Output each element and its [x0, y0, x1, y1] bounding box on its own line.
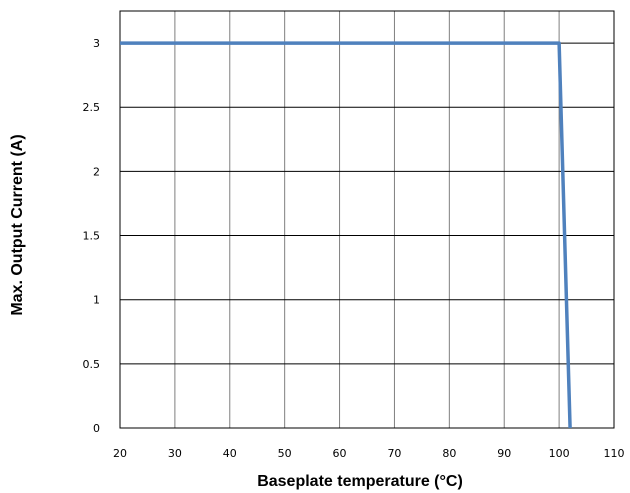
y-tick-label: 1.5	[83, 230, 101, 243]
plot-frame	[119, 10, 615, 429]
y-tick-label: 2	[93, 165, 100, 178]
x-tick-label: 100	[549, 447, 570, 460]
y-tick-label: 0.5	[83, 358, 101, 371]
y-tick-label: 1	[93, 294, 100, 307]
x-tick-label: 30	[168, 447, 182, 460]
x-tick-label: 20	[113, 447, 127, 460]
grid	[119, 11, 615, 429]
x-tick-label: 110	[604, 447, 625, 460]
series-layer	[120, 41, 572, 429]
x-tick-label: 80	[442, 447, 456, 460]
x-tick-label: 70	[387, 447, 401, 460]
x-axis-ticks: 20 30 40 50 60 70 80 90 100 110	[113, 447, 625, 460]
y-tick-label: 0	[93, 422, 100, 435]
y-axis-label: Max. Output Current (A)	[9, 134, 26, 315]
x-tick-label: 60	[333, 447, 347, 460]
x-tick-label: 90	[497, 447, 511, 460]
y-tick-label: 2.5	[83, 101, 101, 114]
y-tick-label: 3	[93, 37, 100, 50]
series-line	[120, 41, 572, 429]
x-tick-label: 50	[278, 447, 292, 460]
x-tick-label: 40	[223, 447, 237, 460]
y-axis-ticks: 0 0.5 1 1.5 2 2.5 3	[83, 37, 101, 435]
x-axis-label: Baseplate temperature (°C)	[257, 473, 463, 490]
